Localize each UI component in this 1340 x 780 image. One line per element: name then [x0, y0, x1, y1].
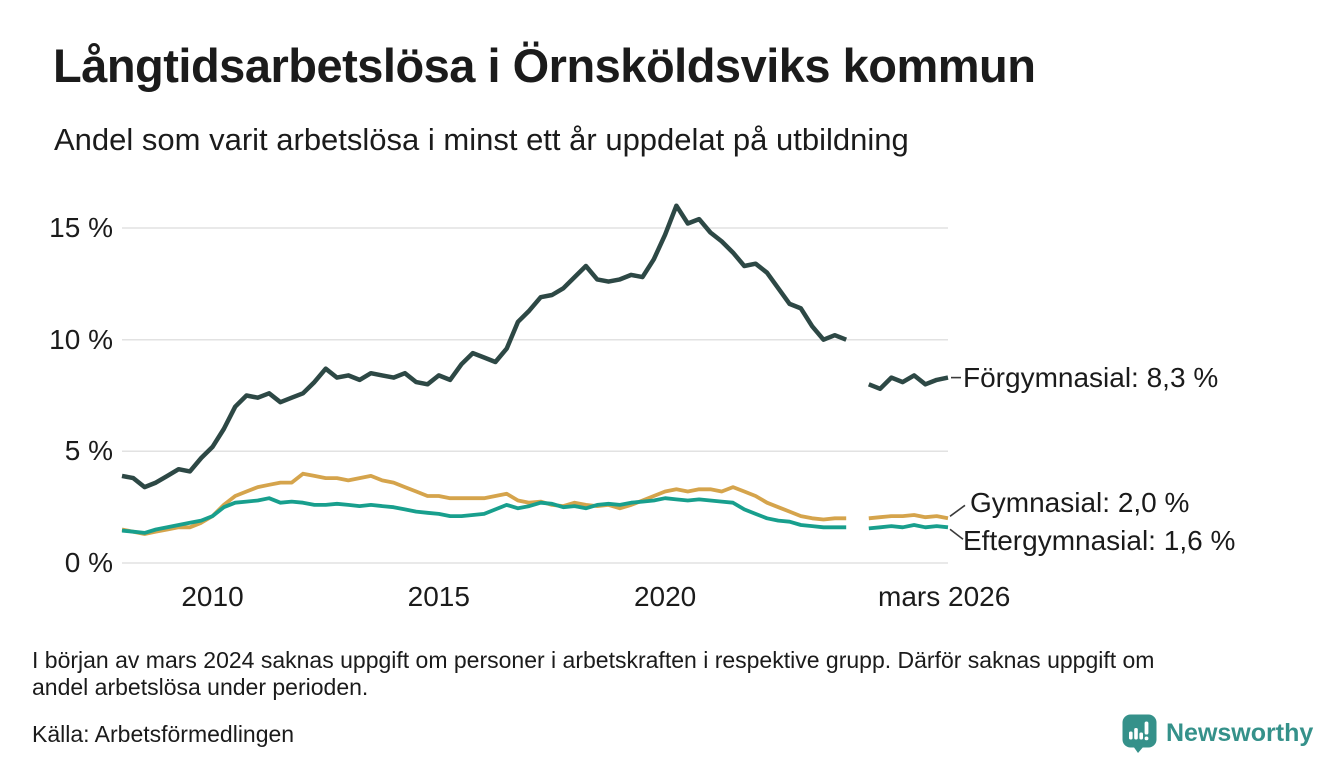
- page-title: Långtidsarbetslösa i Örnsköldsviks kommu…: [53, 39, 1036, 92]
- series-end-label-eftergymnasial: Eftergymnasial: 1,6 %: [963, 525, 1236, 557]
- y-tick-label: 15 %: [49, 212, 113, 243]
- footnote-line-1: I början av mars 2024 saknas uppgift om …: [32, 647, 1155, 673]
- series-end-label-forgymnasial: Förgymnasial: 8,3 %: [963, 361, 1219, 393]
- newsworthy-logo: Newsworthy: [1122, 714, 1313, 753]
- footnote-line-2: andel arbetslösa under perioden.: [32, 674, 369, 700]
- y-tick-label: 10 %: [49, 323, 113, 355]
- y-tick-label: 0 %: [64, 547, 113, 578]
- chart-subtitle: Andel som varit arbetslösa i minst ett å…: [54, 122, 909, 157]
- y-tick-label: 5 %: [64, 435, 113, 467]
- label-connector: [949, 504, 966, 517]
- x-tick-label: 2020: [633, 581, 697, 612]
- newsworthy-wordmark: Newsworthy: [1166, 719, 1314, 747]
- x-tick-label: 2010: [181, 581, 244, 612]
- series-end-label-gymnasial: Gymnasial: 2,0 %: [970, 487, 1190, 519]
- series-line-eftergymnasial: [121, 496, 949, 535]
- x-tick-label: mars 2026: [878, 581, 1011, 612]
- footnote: I början av mars 2024 saknas uppgift om …: [32, 647, 1312, 701]
- x-tick-label: 2015: [407, 581, 470, 612]
- series-line-forgymnasial: [121, 203, 949, 490]
- newsworthy-chart-bubble-icon: [1122, 714, 1157, 753]
- series-line-gymnasial: [121, 471, 949, 536]
- label-connector: [949, 528, 964, 540]
- source-note: Källa: Arbetsförmedlingen: [32, 721, 295, 747]
